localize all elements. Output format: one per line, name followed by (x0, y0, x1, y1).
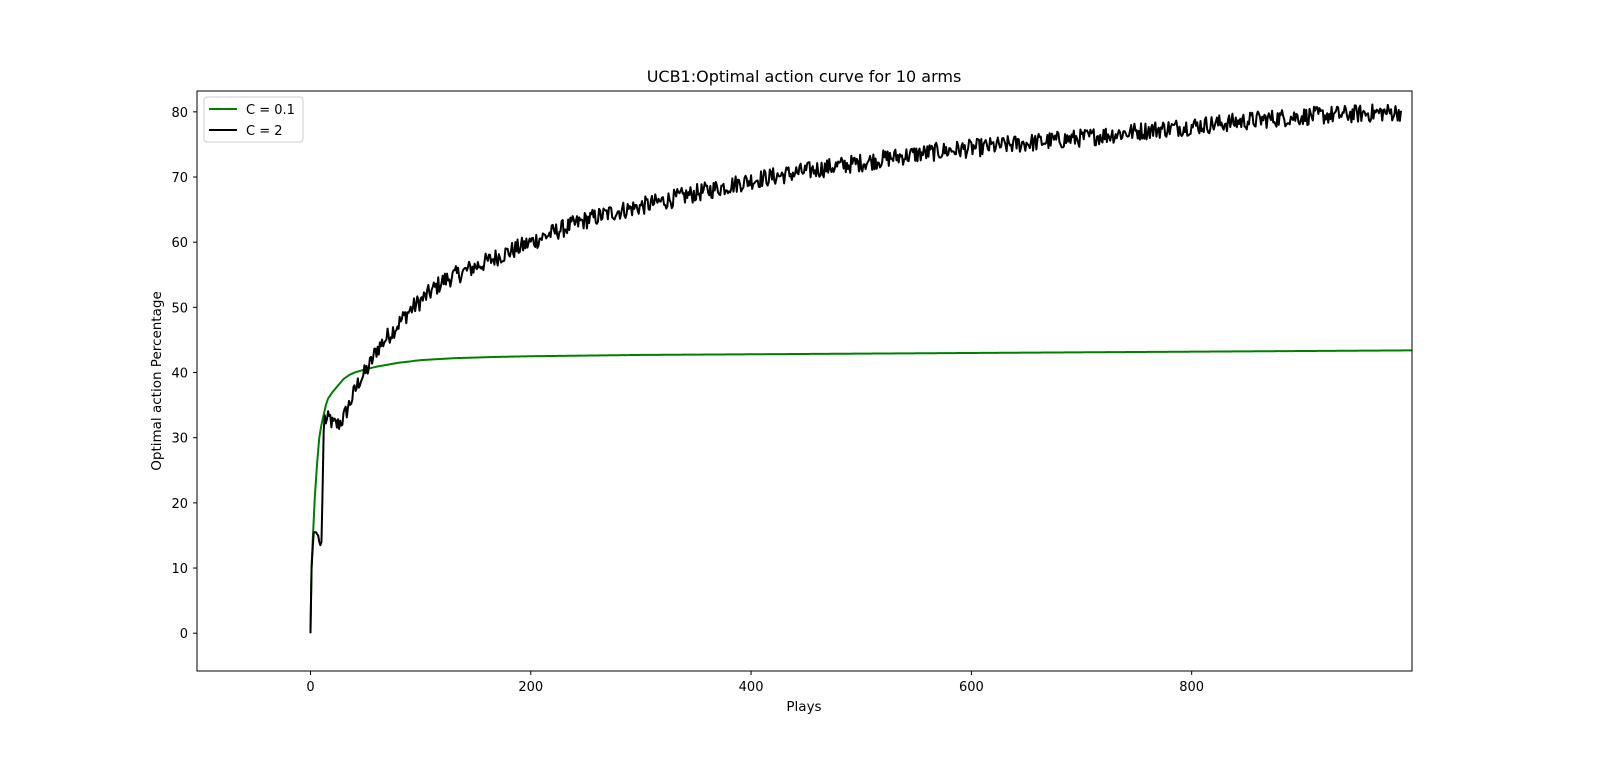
plot-area (196, 90, 1413, 672)
y-axis: 0 10 20 30 40 50 60 70 80 (171, 106, 197, 642)
x-tick-label: 400 (739, 680, 764, 695)
y-tick-label: 0 (180, 627, 188, 642)
y-tick-label: 10 (171, 562, 188, 577)
y-tick-label: 40 (171, 367, 188, 382)
legend: C = 0.1 C = 2 (203, 96, 304, 143)
y-axis-label: Optimal action Percentage (149, 291, 165, 471)
x-tick-label: 800 (1179, 680, 1204, 695)
plot-frame (196, 90, 1413, 672)
series-layer (309, 103, 1413, 634)
x-tick-label: 600 (959, 680, 984, 695)
legend-label-c-2: C = 2 (246, 124, 283, 139)
x-axis-label: Plays (786, 699, 821, 715)
y-tick-label: 30 (171, 432, 188, 447)
y-tick-label: 70 (171, 171, 188, 186)
y-tick-label: 50 (171, 301, 188, 316)
series-line-c-2 (309, 103, 1402, 634)
x-tick-label: 200 (518, 680, 543, 695)
x-tick-label: 0 (306, 680, 314, 695)
series-line-c-0-1 (309, 349, 1413, 634)
y-tick-label: 20 (171, 497, 188, 512)
x-axis: 0 200 400 600 800 (306, 671, 1204, 695)
y-tick-label: 80 (171, 106, 188, 121)
legend-label-c-0-1: C = 0.1 (246, 103, 295, 118)
y-tick-label: 60 (171, 236, 188, 251)
chart-title: UCB1:Optimal action curve for 10 arms (647, 67, 962, 86)
